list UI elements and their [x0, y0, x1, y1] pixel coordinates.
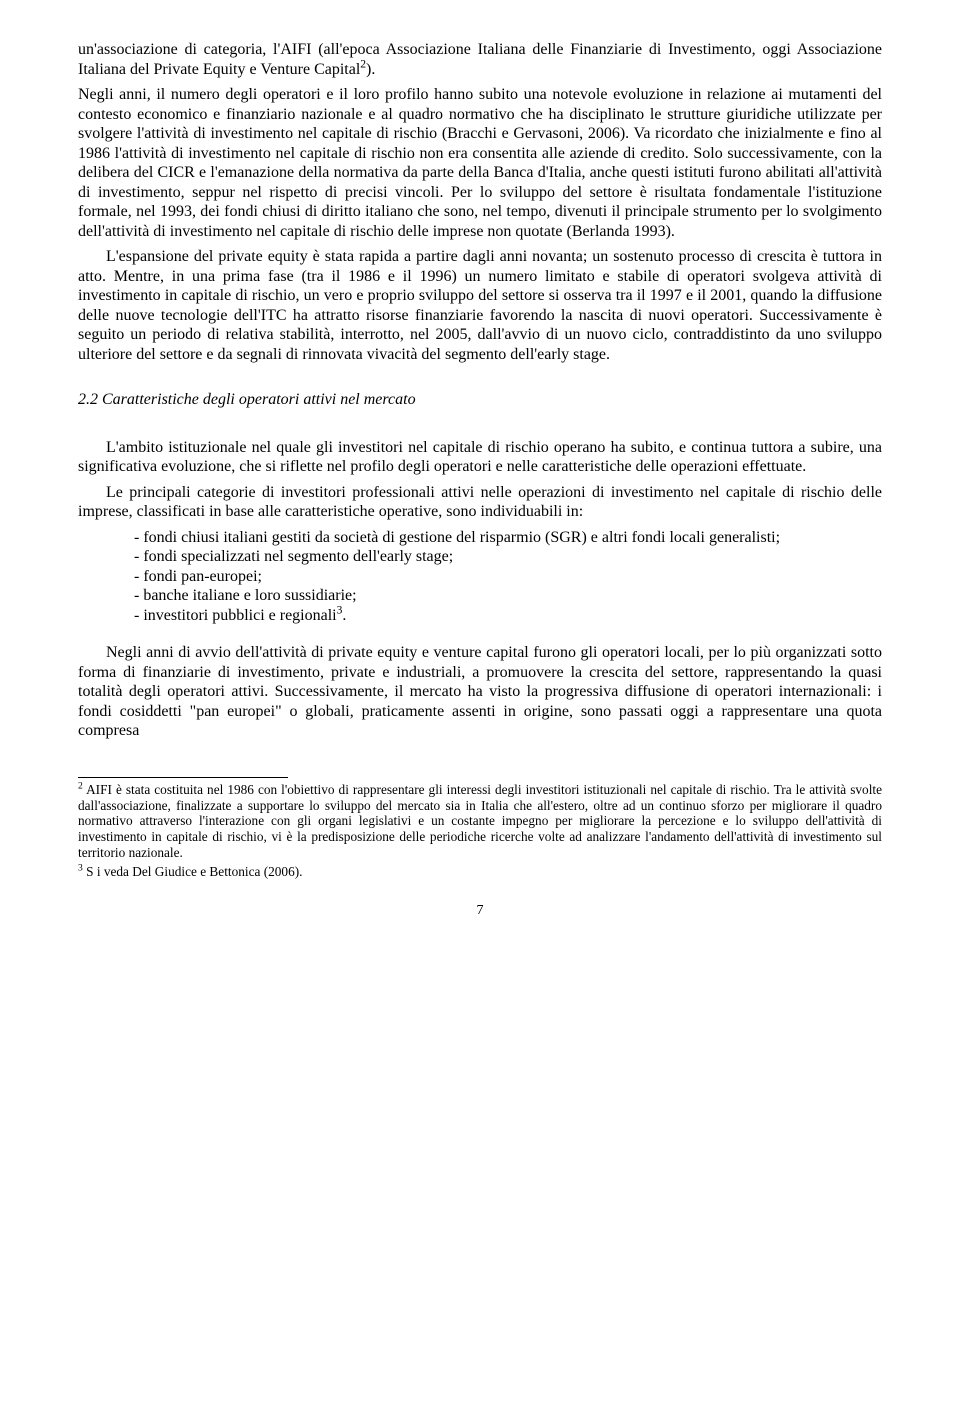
paragraph-continuation: un'associazione di categoria, l'AIFI (al… [78, 40, 882, 79]
footnote-separator [78, 777, 288, 778]
paragraph: L'espansione del private equity è stata … [78, 247, 882, 364]
list-item-text-a: investitori pubblici e regionali [143, 607, 336, 624]
para1-text-b: ). [366, 61, 375, 78]
footnote-text: AIFI è stata costituita nel 1986 con l'o… [78, 782, 882, 860]
list-item: investitori pubblici e regionali3. [134, 606, 882, 626]
page-number: 7 [78, 902, 882, 919]
footnote: 2 AIFI è stata costituita nel 1986 con l… [78, 782, 882, 860]
list-item-text-b: . [342, 607, 346, 624]
list-item: fondi pan-europei; [134, 567, 882, 587]
bullet-list: fondi chiusi italiani gestiti da società… [78, 528, 882, 626]
section-heading: 2.2 Caratteristiche degli operatori atti… [78, 390, 882, 410]
list-item: fondi chiusi italiani gestiti da società… [134, 528, 882, 548]
footnotes-block: 2 AIFI è stata costituita nel 1986 con l… [78, 782, 882, 880]
list-item: fondi specializzati nel segmento dell'ea… [134, 547, 882, 567]
para1-text-a: un'associazione di categoria, l'AIFI (al… [78, 41, 882, 78]
footnote: 3 S i veda Del Giudice e Bettonica (2006… [78, 864, 882, 880]
paragraph: Negli anni, il numero degli operatori e … [78, 85, 882, 241]
paragraph: Le principali categorie di investitori p… [78, 483, 882, 522]
paragraph: L'ambito istituzionale nel quale gli inv… [78, 438, 882, 477]
footnote-text: S i veda Del Giudice e Bettonica (2006). [83, 864, 303, 879]
paragraph: Negli anni di avvio dell'attività di pri… [78, 643, 882, 741]
list-item: banche italiane e loro sussidiarie; [134, 586, 882, 606]
